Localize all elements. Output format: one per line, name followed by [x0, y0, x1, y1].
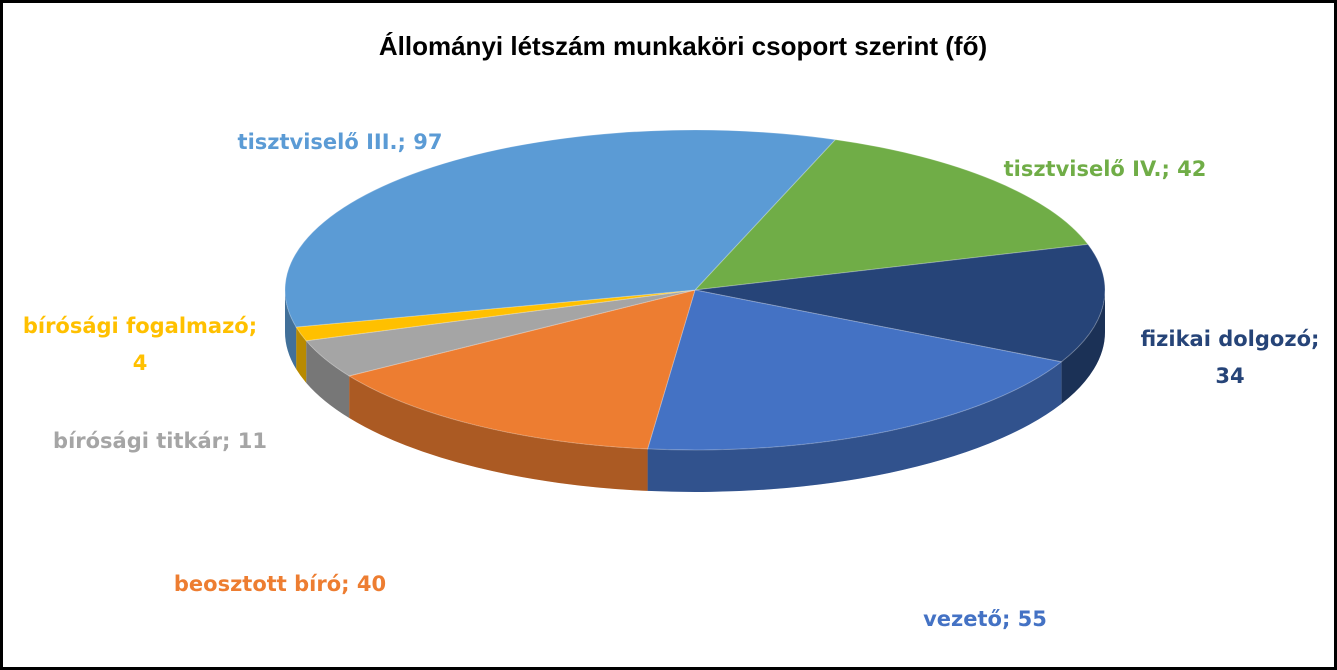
pie-side: [1061, 290, 1105, 404]
data-label-line: 34: [1215, 364, 1244, 388]
data-label: vezető; 55: [923, 607, 1047, 631]
data-label-line: vezető; 55: [923, 607, 1047, 631]
pie-side: [647, 361, 1062, 492]
pie-side: [349, 375, 648, 491]
data-label-line: bírósági fogalmazó;: [23, 314, 257, 338]
pie-side-shade: [296, 327, 307, 383]
data-label-line: fizikai dolgozó;: [1141, 327, 1320, 351]
data-label: bírósági fogalmazó; 4: [23, 314, 257, 375]
data-label-line: tisztviselő III.; 97: [238, 130, 443, 154]
pie-side: [306, 340, 350, 418]
data-label: fizikai dolgozó; 34: [1141, 327, 1320, 388]
pie-slice: beosztott bíró: [347, 289, 696, 450]
pie-side-shade: [349, 375, 648, 491]
data-label: tisztviselő III.; 97: [238, 130, 443, 154]
data-label: tisztviselő IV.; 42: [1004, 157, 1207, 181]
data-label: beosztott bíró; 40: [174, 572, 386, 596]
pie-slice: tisztviselő III.: [284, 129, 837, 328]
pie-side-shade: [647, 361, 1062, 492]
pie-slice: fizikai dolgozó: [694, 243, 1106, 363]
pie-side: [296, 327, 307, 383]
chart-title: Állományi létszám munkaköri csoport szer…: [379, 31, 987, 61]
pie-side-shade: [306, 340, 350, 418]
data-label-line: tisztviselő IV.; 42: [1004, 157, 1207, 181]
data-label: bírósági titkár; 11: [53, 429, 267, 453]
pie-sides: [285, 290, 1105, 492]
data-label-line: bírósági titkár; 11: [53, 429, 267, 453]
pie-slice: bírósági titkár: [305, 289, 696, 377]
data-label-line: beosztott bíró; 40: [174, 572, 386, 596]
pie-side-shade: [1061, 290, 1105, 404]
pie-slice: vezető: [646, 289, 1063, 451]
data-label-line: 4: [133, 351, 148, 375]
pie-slice: bírósági fogalmazó: [295, 289, 696, 342]
pie-slice: tisztviselő IV.: [693, 139, 1089, 291]
pie-side-shade: [285, 290, 297, 370]
pie-side: [285, 290, 297, 370]
